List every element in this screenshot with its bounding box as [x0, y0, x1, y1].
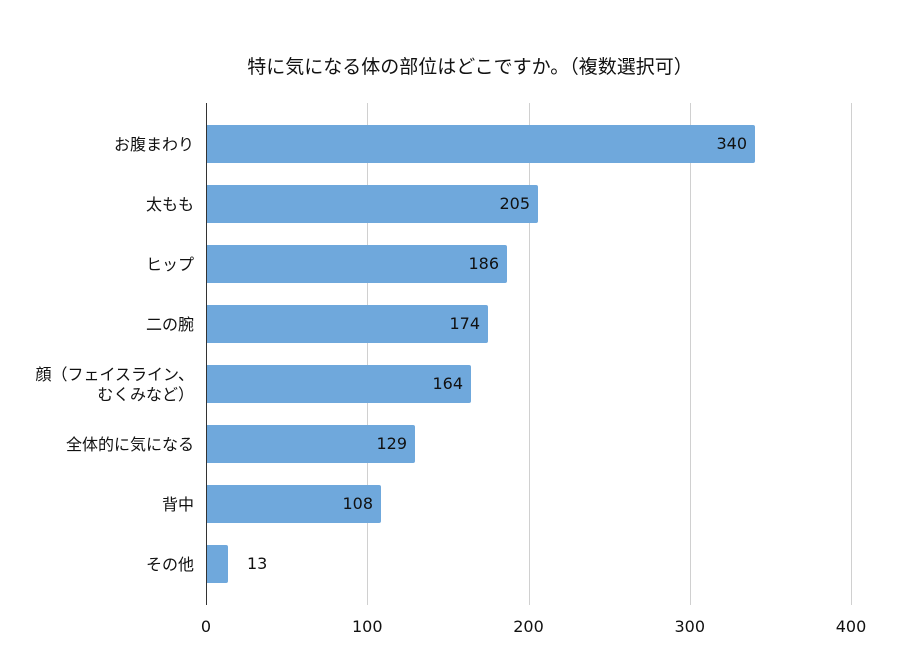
bar — [207, 245, 507, 283]
bar — [207, 485, 381, 523]
data-label: 164 — [432, 374, 463, 393]
data-label: 340 — [716, 134, 747, 153]
category-label: 全体的に気になる — [65, 435, 194, 454]
bar — [207, 305, 488, 343]
gridline — [851, 103, 852, 605]
x-tick-label: 300 — [674, 617, 706, 636]
bar — [207, 365, 471, 403]
category-label: 二の腕 — [145, 315, 194, 334]
category-label: ヒップ — [145, 255, 194, 274]
x-tick-label: 200 — [513, 617, 544, 636]
plot-area: 340 205 186 174 164 129 108 13 — [206, 103, 852, 605]
category-label: 太もも — [145, 195, 194, 214]
chart-title: 特に気になる体の部位はどこですか。（複数選択可） — [247, 56, 693, 78]
data-label: 174 — [449, 314, 480, 333]
x-tick-label: 0 — [200, 617, 212, 636]
category-label: その他 — [145, 555, 194, 574]
data-label: 186 — [468, 254, 499, 273]
y-axis-line — [206, 103, 207, 605]
data-label: 205 — [499, 194, 530, 213]
x-tick-label: 400 — [835, 617, 867, 636]
bar — [207, 185, 538, 223]
category-label: 顔（フェイスライン、 むくみなど） — [35, 365, 194, 404]
gridline — [690, 103, 691, 605]
data-label: 13 — [247, 554, 268, 573]
gridline — [367, 103, 368, 605]
data-label: 129 — [376, 434, 407, 453]
category-label: お腹まわり — [113, 135, 194, 154]
bar — [207, 125, 755, 163]
bar — [207, 425, 415, 463]
bar — [207, 545, 228, 583]
x-tick-label: 100 — [351, 617, 383, 636]
category-label: 背中 — [161, 495, 194, 514]
gridline — [529, 103, 530, 605]
data-label: 108 — [342, 494, 373, 513]
